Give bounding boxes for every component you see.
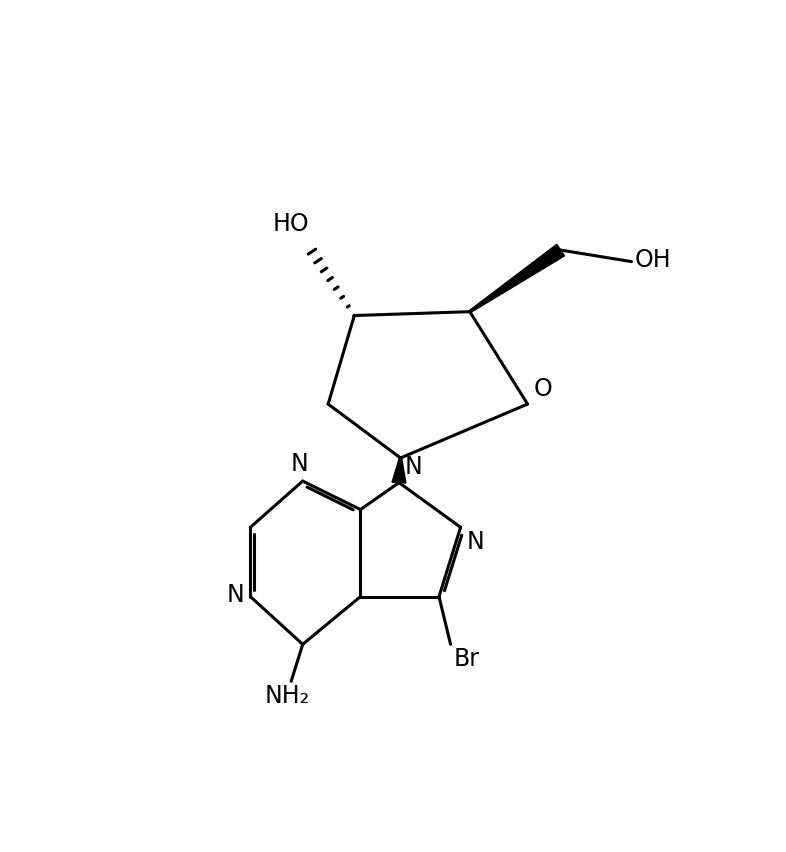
- Text: OH: OH: [634, 248, 671, 272]
- Polygon shape: [469, 245, 564, 313]
- Text: N: N: [226, 583, 244, 607]
- Polygon shape: [392, 458, 406, 483]
- Text: N: N: [467, 530, 484, 554]
- Text: HO: HO: [272, 212, 309, 236]
- Text: N: N: [404, 455, 422, 479]
- Text: Br: Br: [454, 648, 479, 671]
- Text: N: N: [291, 452, 309, 476]
- Text: NH₂: NH₂: [265, 684, 310, 708]
- Text: O: O: [534, 377, 553, 401]
